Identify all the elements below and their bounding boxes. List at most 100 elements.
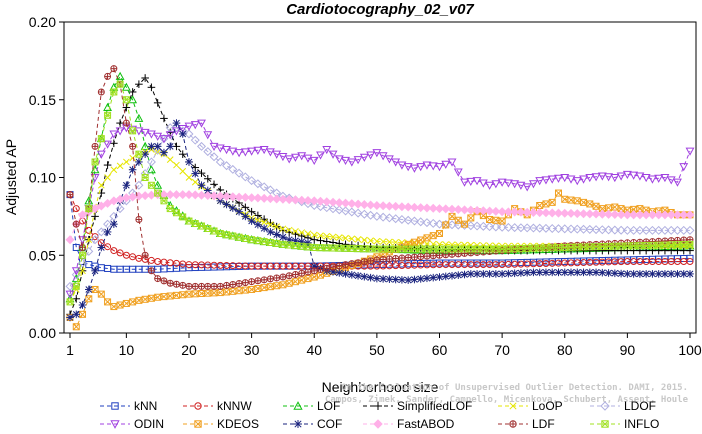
data-point-ldof (522, 223, 532, 233)
data-point-fastabod (103, 198, 113, 208)
data-point-fastabod (478, 206, 488, 216)
data-point-fastabod (629, 210, 639, 220)
data-point-inflo (573, 243, 581, 251)
data-point-fastabod (535, 208, 545, 218)
data-point-kdeos (304, 275, 312, 283)
data-point-inflo (91, 158, 99, 166)
data-point-odin (403, 163, 413, 172)
legend-label: LDOF (624, 399, 656, 413)
data-point-ldof (654, 225, 664, 235)
data-point-cof (498, 270, 506, 278)
data-point-ldof (322, 203, 332, 213)
data-point-ldof (672, 225, 682, 235)
data-point-fastabod (647, 210, 657, 220)
data-point-fastabod (315, 196, 326, 206)
data-point-ldof (591, 225, 601, 235)
data-point-simplifiedlof (147, 83, 156, 92)
x-tick-label: 60 (432, 342, 448, 358)
legend-item-ldof: LDOF (590, 399, 656, 413)
data-point-lof (153, 180, 163, 189)
data-point-inflo (160, 197, 168, 205)
data-point-ldf (285, 272, 293, 280)
data-point-ldf (66, 191, 74, 199)
data-point-inflo (147, 181, 155, 189)
data-point-ldof (341, 206, 351, 216)
data-point-kdeos (448, 212, 456, 220)
data-point-ldof (184, 129, 194, 139)
data-point-ldf (279, 273, 287, 281)
data-point-cof (279, 233, 287, 241)
data-point-fastabod (503, 207, 513, 217)
data-point-inflo (210, 227, 218, 235)
data-point-inflo (179, 213, 187, 221)
data-point-loop (335, 234, 343, 241)
data-point-fastabod (547, 208, 557, 218)
data-point-cof (72, 310, 81, 319)
data-point-lof (109, 82, 119, 91)
data-point-inflo (360, 245, 368, 253)
data-point-odin (554, 174, 563, 183)
data-point-fastabod (78, 210, 88, 220)
data-point-ldof (209, 152, 219, 162)
data-point-kdeos (72, 323, 80, 331)
data-point-odin (297, 152, 307, 161)
data-point-odin (146, 130, 156, 139)
data-point-ldf (385, 255, 393, 263)
data-point-odin (610, 174, 620, 183)
legend-label: kNNW (217, 399, 252, 413)
data-point-odin (491, 180, 501, 189)
data-point-inflo (66, 298, 74, 306)
data-point-ldf (122, 119, 130, 127)
data-point-inflo (129, 127, 137, 135)
data-point-fastabod (222, 191, 232, 201)
data-point-cof (197, 181, 206, 190)
data-point-ldof (547, 223, 557, 234)
data-point-cof (141, 150, 149, 158)
series-cof (66, 119, 694, 322)
data-point-odin (472, 177, 482, 186)
x-axis-label: Neighborhood size (322, 379, 439, 395)
data-point-ldf (260, 276, 268, 284)
data-point-ldf (129, 142, 137, 150)
data-point-fastabod (322, 197, 332, 207)
data-point-fastabod (234, 192, 244, 202)
data-point-cof (441, 272, 450, 281)
data-point-ldof (579, 224, 589, 234)
data-point-lof (128, 95, 138, 104)
data-point-ldf (172, 280, 180, 288)
data-point-ldf (329, 263, 337, 271)
data-point-ldf (198, 282, 206, 290)
data-point-inflo (655, 241, 663, 249)
data-point-inflo (135, 150, 143, 158)
data-point-odin (510, 180, 520, 189)
data-point-inflo (354, 245, 362, 253)
data-point-ldof (234, 168, 244, 178)
data-point-fastabod (585, 209, 595, 219)
data-point-fastabod (541, 208, 551, 218)
legend-item-kdeos: KDEOS (183, 417, 259, 431)
data-point-fastabod (209, 191, 219, 201)
data-point-inflo (323, 244, 331, 252)
y-tick-label: 0.00 (29, 325, 56, 341)
data-point-fastabod (497, 207, 507, 217)
data-point-odin (291, 153, 300, 162)
data-point-cof (166, 142, 175, 151)
data-point-ldf (79, 243, 87, 251)
data-point-cof (222, 200, 231, 209)
data-point-inflo (110, 88, 118, 96)
credit-authors: Campos, Zimek, Sander, Campello, Micenko… (325, 394, 689, 405)
data-point-cof (579, 268, 588, 277)
legend-item-inflo: INFLO (590, 417, 659, 431)
data-point-cof (560, 268, 569, 277)
data-point-knnw (116, 249, 124, 257)
data-point-kdeos (97, 290, 105, 298)
data-point-ldof (685, 225, 695, 235)
data-point-odin (215, 144, 225, 153)
data-point-loop (373, 237, 381, 245)
data-point-odin (316, 151, 325, 160)
data-point-ldof (466, 221, 476, 231)
data-point-ldof (171, 123, 181, 133)
data-point-kdeos (129, 298, 137, 306)
data-point-odin (353, 156, 363, 165)
data-point-fastabod (391, 201, 401, 211)
